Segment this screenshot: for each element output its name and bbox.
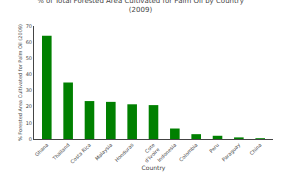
svg-text:Thailand: Thailand	[50, 142, 70, 162]
svg-text:40: 40	[26, 71, 32, 77]
svg-text:Paraguay: Paraguay	[221, 142, 242, 163]
svg-text:% Forested Area Cultivated for: % Forested Area Cultivated for Palm Oil …	[17, 24, 23, 141]
svg-text:Malaysia: Malaysia	[94, 142, 114, 162]
svg-text:70: 70	[26, 23, 32, 29]
svg-text:30: 30	[26, 87, 32, 93]
svg-text:Peru: Peru	[208, 142, 220, 154]
svg-text:China: China	[248, 142, 262, 156]
svg-text:Costa Rica: Costa Rica	[69, 142, 92, 165]
svg-text:Ghana: Ghana	[33, 142, 49, 158]
svg-text:Country: Country	[142, 164, 166, 172]
svg-text:Colombia: Colombia	[178, 142, 199, 163]
svg-text:Honduras: Honduras	[113, 141, 135, 163]
svg-text:20: 20	[26, 103, 32, 109]
svg-text:0: 0	[29, 136, 32, 142]
svg-text:60: 60	[26, 39, 32, 45]
svg-text:Coted'Ivoire: Coted'Ivoire	[139, 142, 161, 164]
svg-text:Indonesia: Indonesia	[156, 142, 177, 163]
svg-text:10: 10	[26, 120, 32, 126]
svg-text:50: 50	[26, 55, 32, 61]
svg-text:% of Total Forested Area Culti: % of Total Forested Area Cultivated for …	[37, 0, 244, 14]
